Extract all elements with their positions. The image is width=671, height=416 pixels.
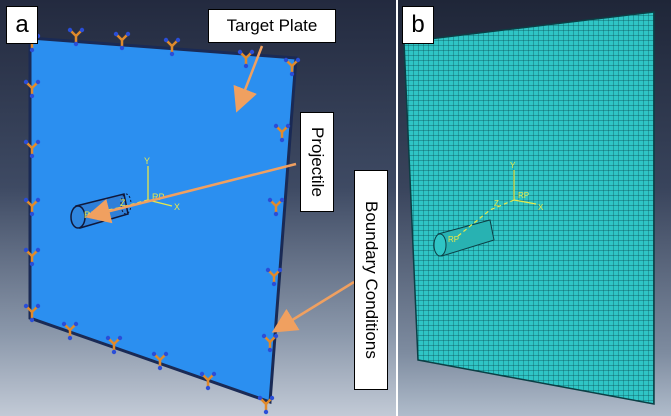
projectile-callout: Projectile (300, 112, 334, 212)
panel-b-label: b (402, 6, 434, 44)
target-plate-callout: Target Plate (208, 9, 336, 43)
rp-b-plate-label: RP (518, 191, 529, 200)
meshed-projectile (433, 219, 495, 257)
axis-x-label: X (174, 202, 180, 212)
boundary-conditions-arrow (271, 280, 355, 333)
panel-a-label: a (6, 6, 38, 44)
rp-plate-label: RP (152, 192, 165, 202)
axis-y-label: Y (144, 156, 150, 166)
panel-a-drawing: Y X Z RP RP (22, 26, 355, 416)
panel-a: Y X Z RP RP a Target Plate Projectile Bo… (0, 0, 396, 416)
axis-b-z-label: Z (494, 199, 499, 208)
panel-b: Y X Z RP RP b (398, 0, 671, 416)
rp-b-projectile-label: RP (448, 235, 459, 244)
axis-z-label: Z (120, 198, 126, 208)
target-plate-arrow (233, 45, 264, 113)
projectile-arrow (85, 162, 297, 224)
axis-b-x-label: X (538, 203, 544, 212)
meshed-plate (403, 11, 655, 405)
axis-b-y-label: Y (510, 161, 516, 170)
panel-b-drawing: Y X Z RP RP (403, 11, 655, 405)
boundary-conditions-callout: Boundary Conditions (354, 170, 388, 390)
target-plate (28, 36, 298, 405)
coordinate-triad-b (457, 170, 537, 237)
